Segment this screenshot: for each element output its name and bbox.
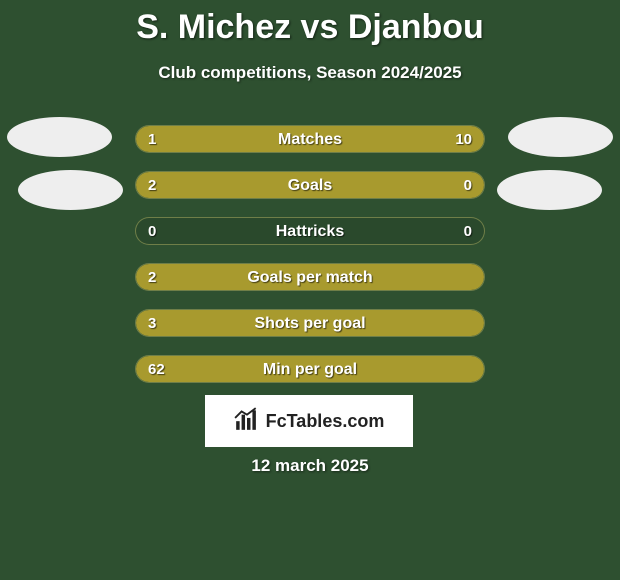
stat-row: 20Goals: [135, 171, 485, 199]
stat-label: Goals: [136, 172, 484, 199]
stat-row: 62Min per goal: [135, 355, 485, 383]
fctables-logo[interactable]: FcTables.com: [205, 395, 413, 447]
stats-chart: 110Matches 20Goals 00Hattricks 2Goals per m…: [135, 125, 485, 401]
stat-label: Min per goal: [136, 356, 484, 383]
page-title: S. Michez vs Djanbou: [0, 0, 620, 47]
stat-row: 00Hattricks: [135, 217, 485, 245]
stat-label: Goals per match: [136, 264, 484, 291]
stat-label: Matches: [136, 126, 484, 153]
date-label: 12 march 2025: [0, 456, 620, 476]
logo-text: FcTables.com: [266, 411, 385, 432]
subtitle: Club competitions, Season 2024/2025: [0, 63, 620, 83]
player1-avatar-shape-b: [18, 170, 123, 210]
player1-avatar-shape-a: [7, 117, 112, 157]
stat-row: 2Goals per match: [135, 263, 485, 291]
stat-label: Shots per goal: [136, 310, 484, 337]
chart-icon: [234, 406, 260, 437]
stat-label: Hattricks: [136, 218, 484, 245]
stat-row: 110Matches: [135, 125, 485, 153]
player2-avatar-shape-a: [508, 117, 613, 157]
player2-avatar-shape-b: [497, 170, 602, 210]
stat-row: 3Shots per goal: [135, 309, 485, 337]
